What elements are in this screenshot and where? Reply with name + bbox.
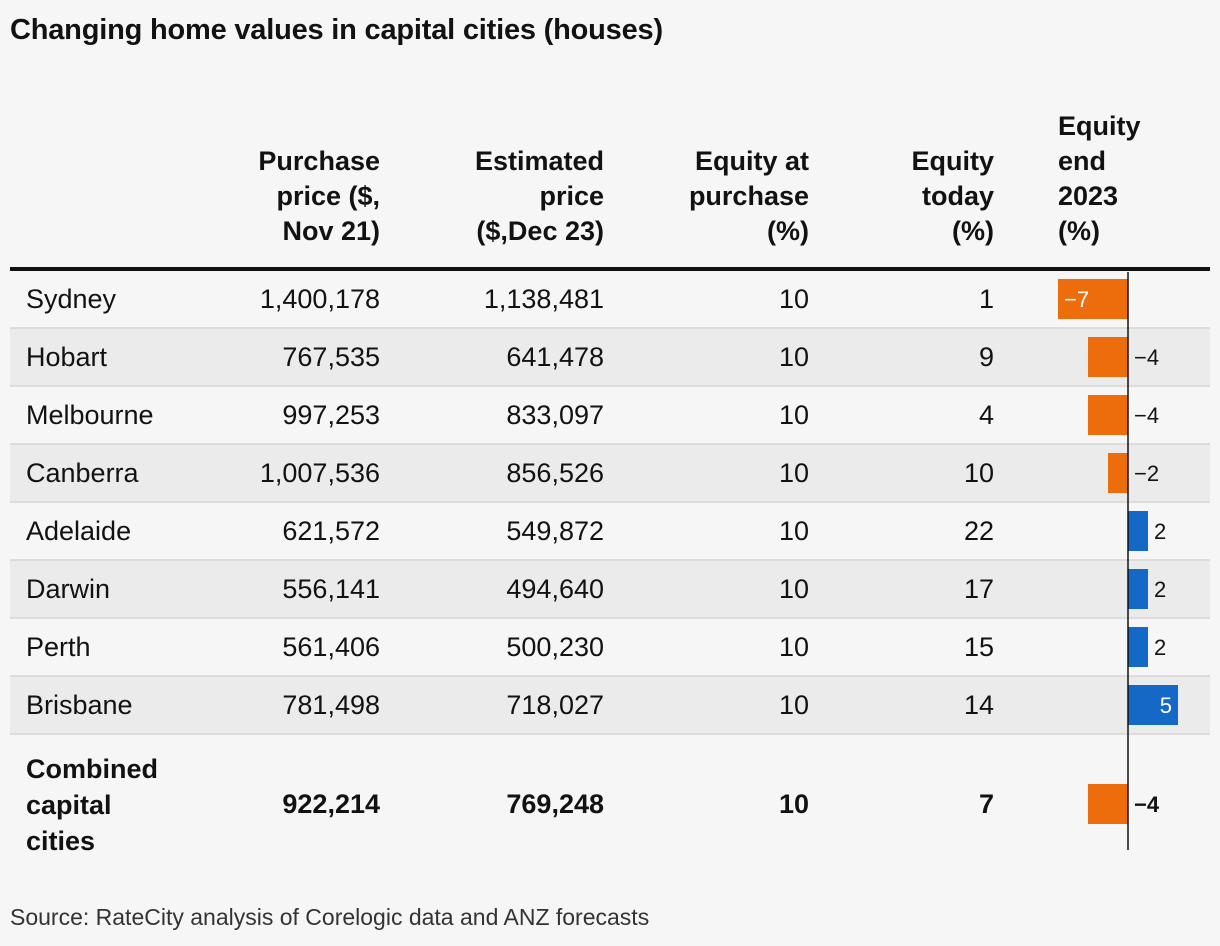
header-estimated-price: Estimated price ($,Dec 23) <box>474 146 604 246</box>
row-equity-today: 17 <box>963 574 994 604</box>
row-city-label: Sydney <box>26 284 117 314</box>
equity-end-bar <box>1088 784 1128 824</box>
equity-end-bar <box>1088 337 1128 377</box>
equity-end-bar <box>1128 627 1148 667</box>
equity-end-bar <box>1108 453 1128 493</box>
equity-end-data-label: −4 <box>1134 403 1159 428</box>
row-city-label: Adelaide <box>26 516 132 546</box>
header-equity-today: Equity today (%) <box>911 146 994 246</box>
row-purchase-price: 781,498 <box>282 690 380 720</box>
row-equity-at-purchase: 10 <box>778 789 809 819</box>
row-equity-today: 1 <box>978 284 994 314</box>
row-city-label: Canberra <box>26 458 139 488</box>
row-estimated-price: 641,478 <box>506 342 604 372</box>
header-equity-at-purchase: Equity at purchase (%) <box>688 146 809 246</box>
table-row: Brisbane 781,498 718,027 10 14 <box>10 677 1210 735</box>
equity-end-data-label: −2 <box>1134 461 1159 486</box>
row-purchase-price: 1,400,178 <box>259 284 380 314</box>
equity-end-bar <box>1128 511 1148 551</box>
header-equity-end-2023: Equity end 2023 (%) <box>1058 111 1141 246</box>
equity-end-data-label: 2 <box>1154 635 1166 660</box>
row-city-label: Melbourne <box>26 400 154 430</box>
equity-end-bar <box>1128 569 1148 609</box>
table-row-total: Combined capital cities 922,214 769,248 10 7 <box>10 749 1210 859</box>
row-equity-at-purchase: 10 <box>778 458 809 488</box>
row-city-label: Perth <box>26 632 91 662</box>
row-equity-today: 22 <box>963 516 994 546</box>
equity-end-bar <box>1088 395 1128 435</box>
row-estimated-price: 769,248 <box>506 789 604 819</box>
row-estimated-price: 494,640 <box>506 574 604 604</box>
row-equity-at-purchase: 10 <box>778 516 809 546</box>
row-city-label: Brisbane <box>26 690 133 720</box>
table-row: Canberra 1,007,536 856,526 10 10 <box>10 445 1210 503</box>
row-equity-at-purchase: 10 <box>778 342 809 372</box>
equity-end-bar <box>1128 685 1178 725</box>
equity-end-data-label: −4 <box>1134 792 1160 817</box>
table-row: Adelaide 621,572 549,872 10 22 <box>10 503 1210 561</box>
row-equity-at-purchase: 10 <box>778 574 809 604</box>
header-purchase-price: Purchase price ($, Nov 21) <box>258 146 380 246</box>
row-purchase-price: 767,535 <box>282 342 380 372</box>
row-city-label: Combined capital cities <box>26 754 158 856</box>
row-equity-today: 15 <box>963 632 994 662</box>
equity-end-bar <box>1058 279 1128 319</box>
row-purchase-price: 556,141 <box>282 574 380 604</box>
row-purchase-price: 561,406 <box>282 632 380 662</box>
row-equity-at-purchase: 10 <box>778 400 809 430</box>
table-row: Perth 561,406 500,230 10 15 <box>10 619 1210 677</box>
table-row: Sydney 1,400,178 1,138,481 10 1 <box>10 271 1210 329</box>
row-purchase-price: 621,572 <box>282 516 380 546</box>
row-equity-today: 14 <box>963 690 994 720</box>
source-note: Source: RateCity analysis of Corelogic d… <box>10 904 650 930</box>
row-purchase-price: 922,214 <box>282 789 380 819</box>
header-rule <box>10 267 1210 271</box>
row-purchase-price: 1,007,536 <box>259 458 380 488</box>
row-equity-at-purchase: 10 <box>778 690 809 720</box>
chart-title: Changing home values in capital cities (… <box>10 14 663 46</box>
row-estimated-price: 718,027 <box>506 690 604 720</box>
equity-end-data-label: 2 <box>1154 519 1166 544</box>
row-city-label: Darwin <box>26 574 111 604</box>
table-row: Hobart 767,535 641,478 10 9 <box>10 329 1210 387</box>
row-estimated-price: 500,230 <box>506 632 604 662</box>
row-city-label: Hobart <box>26 342 108 372</box>
row-estimated-price: 833,097 <box>506 400 604 430</box>
row-equity-today: 10 <box>963 458 994 488</box>
table-row: Melbourne 997,253 833,097 10 4 <box>10 387 1210 445</box>
row-equity-today: 7 <box>978 789 994 819</box>
equity-end-data-label: 5 <box>1160 693 1172 718</box>
row-equity-today: 9 <box>978 342 994 372</box>
row-estimated-price: 856,526 <box>506 458 604 488</box>
row-equity-today: 4 <box>978 400 994 430</box>
row-equity-at-purchase: 10 <box>778 632 809 662</box>
row-purchase-price: 997,253 <box>282 400 380 430</box>
equity-end-data-label: −4 <box>1134 345 1159 370</box>
row-estimated-price: 1,138,481 <box>483 284 604 314</box>
table-row: Darwin 556,141 494,640 10 17 <box>10 561 1210 619</box>
row-estimated-price: 549,872 <box>506 516 604 546</box>
equity-end-data-label: 2 <box>1154 577 1166 602</box>
equity-end-data-label: −7 <box>1064 287 1089 312</box>
row-equity-at-purchase: 10 <box>778 284 809 314</box>
